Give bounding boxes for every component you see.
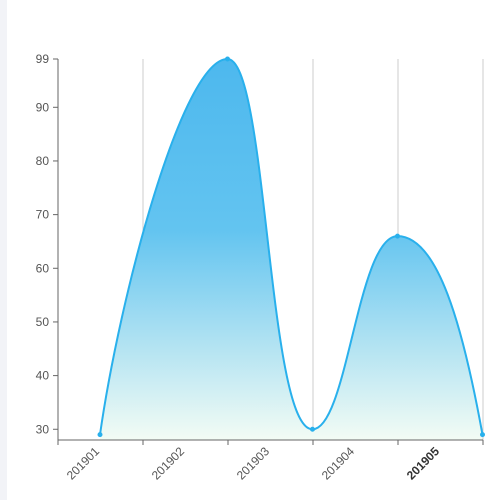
data-point[interactable] — [395, 233, 400, 239]
data-point[interactable] — [225, 56, 230, 62]
x-tick-label[interactable]: 201904 — [319, 444, 357, 482]
y-tick-label: 70 — [36, 208, 50, 222]
area-fill — [100, 59, 483, 440]
y-tick-label: 99 — [36, 52, 50, 66]
data-point[interactable] — [480, 432, 485, 438]
y-tick-label: 80 — [36, 154, 50, 168]
x-tick-label[interactable]: 201905 — [404, 444, 442, 482]
y-tick-label: 60 — [36, 261, 50, 275]
side-panel-strip — [0, 0, 7, 500]
data-point[interactable] — [310, 426, 315, 432]
y-tick-label: 30 — [36, 422, 50, 436]
data-point[interactable] — [97, 432, 103, 438]
axes — [53, 58, 484, 445]
x-tick-label[interactable]: 201902 — [149, 444, 187, 482]
y-tick-label: 50 — [36, 315, 50, 329]
y-tick-label: 90 — [36, 100, 50, 114]
area-series — [97, 56, 485, 440]
x-tick-label[interactable]: 201901 — [64, 444, 102, 482]
y-tick-label: 40 — [36, 369, 50, 383]
x-tick-label[interactable]: 201903 — [234, 444, 272, 482]
series-line — [99, 57, 484, 435]
